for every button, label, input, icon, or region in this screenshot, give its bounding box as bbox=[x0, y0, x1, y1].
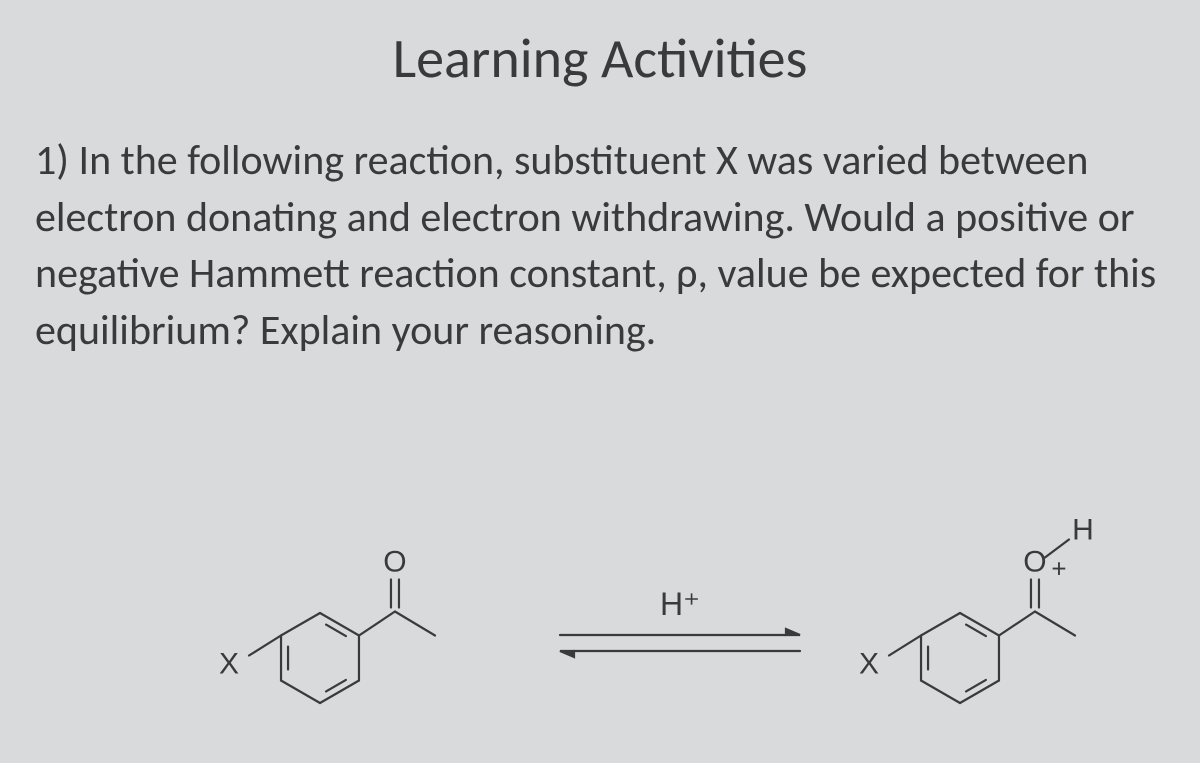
slide-title: Learning Activities bbox=[35, 25, 1165, 93]
question-text: 1) In the following reaction, substituen… bbox=[35, 133, 1165, 360]
svg-text:X: X bbox=[219, 648, 239, 681]
svg-text:O: O bbox=[383, 546, 406, 579]
reaction-scheme: XOH⁺XOH+ bbox=[0, 493, 1200, 758]
svg-text:H: H bbox=[1072, 514, 1094, 547]
svg-text:X: X bbox=[859, 648, 879, 681]
svg-text:H⁺: H⁺ bbox=[660, 586, 700, 622]
svg-text:O: O bbox=[1023, 546, 1046, 579]
svg-text:+: + bbox=[1051, 554, 1066, 584]
